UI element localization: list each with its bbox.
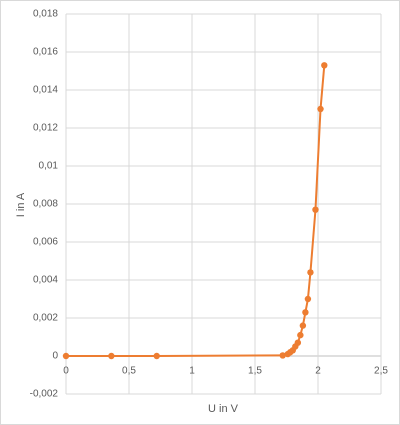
data-point [279,352,286,359]
x-tick-label: 1 [189,366,195,377]
y-tick-label: 0,014 [33,85,58,96]
y-tick-label: 0,016 [33,47,58,58]
data-point [153,352,160,360]
y-tick-label: 0,002 [33,313,58,324]
x-axis-title: U in V [208,403,239,415]
data-point [62,352,70,360]
y-tick-label: 0,012 [33,123,58,134]
data-point [299,322,307,329]
y-tick-label: 0,008 [33,199,58,210]
data-point [302,309,309,316]
data-point [294,339,302,346]
data-point [297,331,304,339]
y-tick-label: -0,002 [30,389,59,400]
y-tick-label: 0,006 [33,237,58,248]
x-tick-label: 2 [315,366,321,377]
data-point [317,105,324,113]
data-point [321,62,328,69]
data-point [307,269,314,276]
y-axis-title: I in A [15,192,27,217]
y-tick-label: 0,004 [33,275,58,286]
x-tick-label: 0 [63,366,69,377]
data-point [312,206,319,213]
y-tick-label: 0 [52,351,58,362]
x-tick-label: 2,5 [374,366,388,377]
y-tick-label: 0,01 [39,161,59,172]
data-point [108,352,115,360]
x-tick-label: 0,5 [122,366,136,377]
data-point [304,295,312,303]
y-tick-label: 0,018 [33,9,58,20]
x-tick-label: 1,5 [248,366,262,377]
